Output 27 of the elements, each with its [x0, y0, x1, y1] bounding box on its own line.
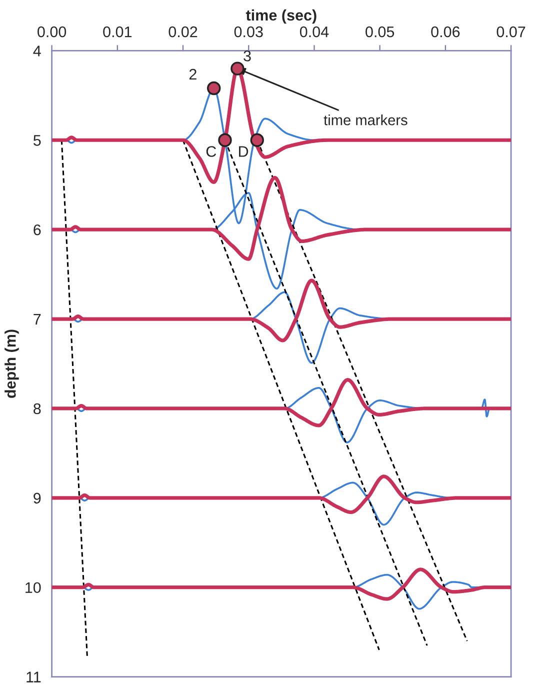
y-tick-label: 6 [34, 224, 41, 236]
x-tick-label: 0.02 [168, 26, 198, 38]
y-tick-label: 10 [26, 582, 41, 594]
x-tick-label: 0.05 [366, 26, 394, 38]
annotation: 3 [244, 50, 251, 62]
y-tick-label: 11 [26, 672, 41, 682]
y-tick-label: 4 [33, 46, 41, 56]
y-tick-label: 5 [33, 135, 41, 146]
point [230, 62, 244, 76]
point [218, 133, 232, 147]
annotation: 2 [189, 68, 196, 80]
point [250, 133, 264, 147]
point [206, 81, 221, 96]
y-tick-label: 8 [34, 403, 41, 414]
x-tick-label: 0.03 [234, 26, 263, 38]
x-axis-title: time (sec) [246, 9, 316, 24]
y-axis-title: depth (m) [4, 330, 19, 398]
x-tick-label: 0.07 [496, 26, 526, 38]
annotation: time markers [324, 114, 408, 126]
x-tick-label: 0.01 [103, 26, 132, 38]
y-tick-label: 7 [34, 314, 41, 325]
x-tick-label: 0.06 [431, 26, 460, 38]
annotation: D [239, 146, 248, 157]
x-tick-label: 0.04 [300, 26, 329, 38]
y-tick-label: 9 [34, 492, 41, 504]
annotation: C [206, 146, 216, 157]
x-tick-label: 0.00 [38, 26, 66, 38]
